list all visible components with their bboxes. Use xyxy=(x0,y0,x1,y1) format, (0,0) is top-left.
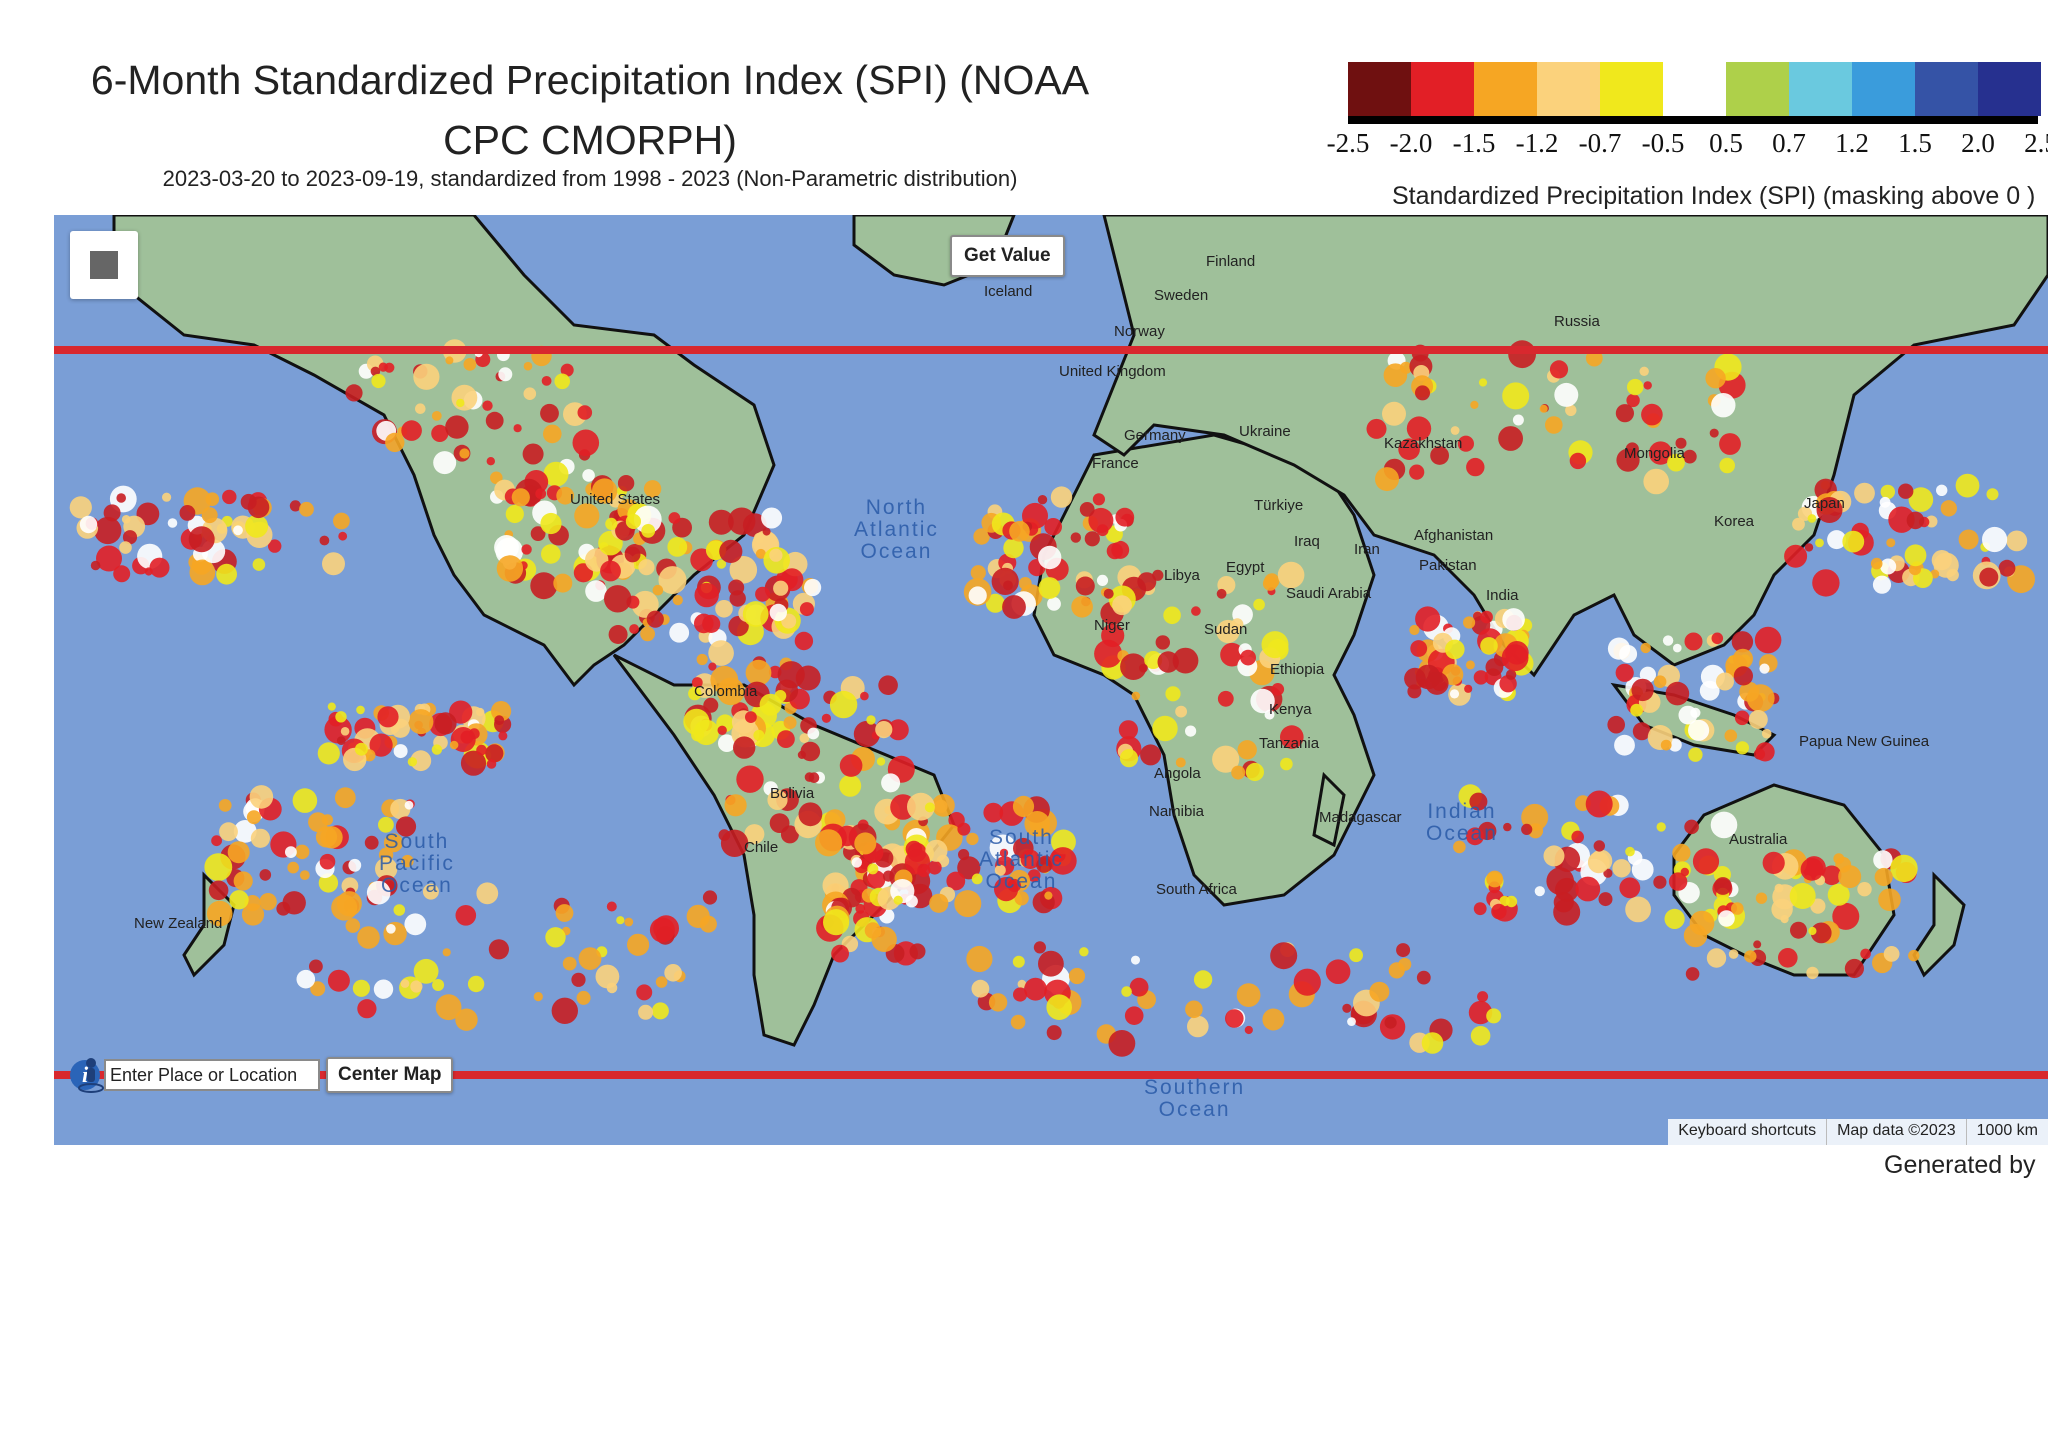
stop-icon xyxy=(90,251,118,279)
map-label-sudan: Sudan xyxy=(1204,621,1248,638)
title-line-2: CPC CMORPH) xyxy=(443,117,737,163)
map-data-link[interactable]: Map data ©2023 xyxy=(1826,1119,1966,1145)
center-map-button[interactable]: Center Map xyxy=(326,1057,454,1093)
legend-tick-2: -1.5 xyxy=(1452,128,1496,158)
map-label-turkiye: Türkiye xyxy=(1254,497,1304,514)
map-label-tanzania: Tanzania xyxy=(1259,735,1320,752)
map-scale[interactable]: 1000 km xyxy=(1965,1119,2048,1145)
keyboard-shortcuts-link[interactable]: Keyboard shortcuts xyxy=(1678,1122,1817,1139)
place-search-input[interactable] xyxy=(104,1059,320,1091)
map-label-united-kingdom: United Kingdom xyxy=(1059,363,1166,380)
legend-swatch-6 xyxy=(1726,62,1789,116)
legend-swatch-3 xyxy=(1537,62,1600,116)
map-label-iran: Iran xyxy=(1354,541,1380,558)
map-label-germany: Germany xyxy=(1124,427,1186,444)
map-label-france: France xyxy=(1092,455,1139,472)
title-line-1: 6-Month Standardized Precipitation Index… xyxy=(90,57,1090,103)
land-masses xyxy=(112,215,2048,1047)
map-label-japan: Japan xyxy=(1804,495,1845,512)
legend-underline xyxy=(1348,116,2038,124)
map-label-mongolia: Mongolia xyxy=(1624,445,1685,462)
legend-swatch-4 xyxy=(1600,62,1663,116)
map-label-india: India xyxy=(1486,587,1519,604)
map-label-new-zealand: New Zealand xyxy=(134,915,223,932)
land-shape-0 xyxy=(112,215,776,688)
map-label-ukraine: Ukraine xyxy=(1239,423,1291,440)
map-label-ethiopia: Ethiopia xyxy=(1270,661,1325,678)
map-attribution: Keyboard shortcuts Map data ©2023 1000 k… xyxy=(1668,1119,2048,1145)
legend-tick-7: 0.7 xyxy=(1772,128,1806,158)
map-label-united-states: United States xyxy=(570,491,661,508)
legend-swatch-2 xyxy=(1474,62,1537,116)
map-label-saudi-arabia: Saudi Arabia xyxy=(1286,585,1372,602)
legend-tick-9: 1.5 xyxy=(1898,128,1932,158)
pegman-icon[interactable] xyxy=(76,1057,106,1093)
land-shape-5 xyxy=(1672,783,1896,977)
legend-tick-11: 2.5 xyxy=(2024,128,2048,158)
legend-tick-1: -2.0 xyxy=(1389,128,1433,158)
legend-tick-0: -2.5 xyxy=(1326,128,1370,158)
map-label-australia: Australia xyxy=(1729,831,1788,848)
legend-caption: Standardized Precipitation Index (SPI) (… xyxy=(1392,182,2036,210)
land-shape-9 xyxy=(1312,771,1346,848)
map-label-angola: Angola xyxy=(1154,765,1201,782)
legend-tick-5: -0.5 xyxy=(1641,128,1685,158)
legend-swatch-5 xyxy=(1663,62,1726,116)
map-label-chile: Chile xyxy=(744,839,779,856)
legend-swatch-7 xyxy=(1789,62,1852,116)
ocean-label-north-atlantic: North Atlantic Ocean xyxy=(854,496,939,563)
legend-tick-4: -0.7 xyxy=(1578,128,1622,158)
map-label-pakistan: Pakistan xyxy=(1419,557,1477,574)
legend-tick-6: 0.5 xyxy=(1709,128,1743,158)
map-label-libya: Libya xyxy=(1164,567,1200,584)
land-shape-7 xyxy=(1912,871,1966,978)
map-label-kenya: Kenya xyxy=(1269,701,1312,718)
legend-color-bar xyxy=(1348,62,2041,116)
ocean-label-southern: Southern Ocean xyxy=(1144,1076,1246,1121)
map-label-egypt: Egypt xyxy=(1226,559,1265,576)
map-label-afghanistan: Afghanistan xyxy=(1414,527,1494,544)
legend-tick-labels: -2.5 -2.0 -1.5 -1.2 -0.7 -0.5 0.5 0.7 1.2 1.5 2.0 2… xyxy=(1327,128,2048,162)
legend-swatch-1 xyxy=(1411,62,1474,116)
map-label-iceland: Iceland xyxy=(984,283,1033,300)
map-label-namibia: Namibia xyxy=(1149,803,1205,820)
spi-overlay xyxy=(69,339,2035,1057)
ocean-label-south-pacific: South Pacific Ocean xyxy=(379,830,455,897)
map-label-iraq: Iraq xyxy=(1294,533,1320,550)
legend-swatch-9 xyxy=(1915,62,1978,116)
ocean-label-indian: Indian Ocean xyxy=(1426,800,1498,845)
map-label-niger: Niger xyxy=(1094,617,1130,634)
page-subtitle: 2023-03-20 to 2023-09-19, standardized f… xyxy=(162,166,1018,191)
map-label-bolivia: Bolivia xyxy=(770,785,815,802)
map-label-papua-new-guinea: Papua New Guinea xyxy=(1799,733,1930,750)
page-title: 6-Month Standardized Precipitation Index… xyxy=(60,50,1120,170)
map-view[interactable]: Get Value Finland Sweden Norway Iceland … xyxy=(54,215,2048,1145)
map-search-controls: i Center Map xyxy=(70,1057,454,1093)
legend-tick-8: 1.2 xyxy=(1835,128,1869,158)
map-label-sweden: Sweden xyxy=(1154,287,1209,304)
map-label-kazakhstan: Kazakhstan xyxy=(1384,435,1463,452)
legend-tick-3: -1.2 xyxy=(1515,128,1559,158)
map-label-colombia: Colombia xyxy=(694,683,758,700)
map-label-finland: Finland xyxy=(1206,253,1256,270)
map-label-south-africa: South Africa xyxy=(1156,881,1237,898)
map-canvas[interactable] xyxy=(54,215,2048,1145)
legend-swatch-0 xyxy=(1348,62,1411,116)
color-legend: -2.5 -2.0 -1.5 -1.2 -0.7 -0.5 0.5 0.7 1.2 1.5 2.0 2… xyxy=(1327,62,2048,232)
map-label-norway: Norway xyxy=(1114,323,1165,340)
legend-swatch-8 xyxy=(1852,62,1915,116)
map-label-korea: Korea xyxy=(1714,513,1755,530)
map-label-russia: Russia xyxy=(1554,313,1600,330)
legend-tick-10: 2.0 xyxy=(1961,128,1995,158)
map-label-madagascar: Madagascar xyxy=(1319,809,1402,826)
get-value-button[interactable]: Get Value xyxy=(950,235,1065,277)
ocean-label-south-atlantic: South Atlantic Ocean xyxy=(979,826,1064,893)
stop-button[interactable] xyxy=(70,231,138,299)
generated-by-text: Generated by xyxy=(1884,1151,2036,1179)
legend-swatch-10 xyxy=(1978,62,2041,116)
